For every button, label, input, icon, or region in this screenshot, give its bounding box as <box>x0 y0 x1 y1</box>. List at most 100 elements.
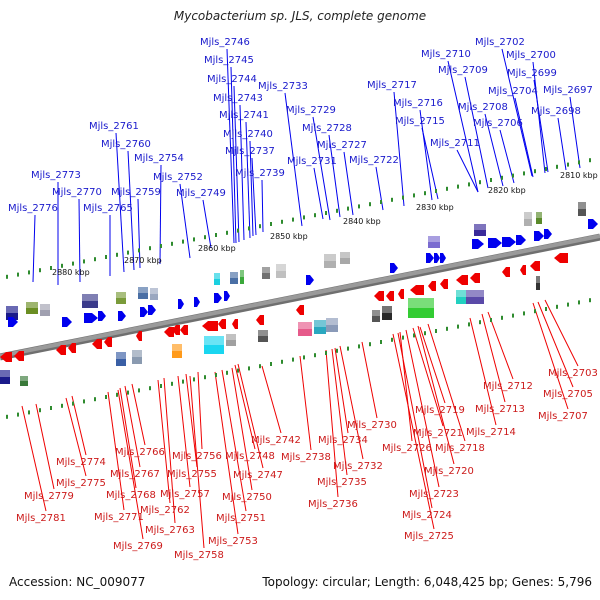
gene-label-top: Mjls_2729 <box>286 105 336 116</box>
gene-label-bottom: Mjls_2753 <box>208 536 258 547</box>
reverse-gene-arrow-8 <box>172 325 180 335</box>
feature-box-15 <box>474 224 486 236</box>
tick-bottom-13 <box>149 386 151 391</box>
feature-box-21 <box>116 352 126 366</box>
feature-box-3 <box>82 294 98 308</box>
feature-box-17 <box>536 212 542 224</box>
feature-box-0 <box>6 306 18 320</box>
reverse-gene-arrow-4 <box>92 339 102 349</box>
gene-label-bottom: Mjls_2774 <box>56 457 106 468</box>
reverse-gene-arrow-17 <box>398 289 404 299</box>
feature-box-11 <box>276 264 286 278</box>
callout-top-22 <box>313 167 324 220</box>
gene-labels: Mjls_2776 Mjls_2773 Mjls_2770 Mjls_2765 Mjls… <box>8 37 598 561</box>
callout-top-9 <box>202 199 212 249</box>
gene-label-top: Mjls_2711 <box>430 138 480 149</box>
feature-box-sheen-15 <box>474 224 486 230</box>
forward-gene-arrow-8 <box>194 297 200 307</box>
feature-box-sheen-18 <box>578 202 586 209</box>
callout-bottom-19 <box>261 365 282 434</box>
ruler-label: 2880 kbp <box>52 268 90 277</box>
feature-box-19 <box>0 370 10 384</box>
tick-bottom-21 <box>237 368 239 373</box>
feature-box-28 <box>314 320 326 334</box>
genome-backbone <box>0 233 600 361</box>
gene-label-bottom: Mjls_2730 <box>347 420 397 431</box>
reverse-gene-arrow-7 <box>164 327 174 337</box>
tick-bottom-9 <box>105 395 107 399</box>
tick-bottom-10 <box>116 392 118 397</box>
callout-top-31 <box>499 129 515 184</box>
tick-bottom-26 <box>292 357 294 362</box>
tick-bottom-29 <box>325 351 327 355</box>
feature-box-sheen-16 <box>524 212 532 219</box>
ruler-labels: 2880 kbp 2870 kbp 2860 kbp 2850 kbp 2840 kbp… <box>52 171 598 277</box>
callout-bottom-32 <box>131 383 146 446</box>
forward-gene-arrow-15 <box>440 253 446 263</box>
tick-bottom-19 <box>215 373 217 377</box>
callout-top-24 <box>393 91 405 207</box>
tick-top-11 <box>127 250 129 255</box>
feature-box-16 <box>524 212 532 226</box>
tick-top-1 <box>17 272 19 277</box>
callout-bottom-14 <box>361 341 378 419</box>
forward-gene-arrow-10 <box>224 291 230 301</box>
reverse-gene-arrow-9 <box>180 325 188 335</box>
feature-box-4 <box>116 292 126 304</box>
reverse-gene-arrow-1 <box>14 351 24 361</box>
forward-gene-arrow-2 <box>84 313 98 323</box>
forward-gene-arrow-21 <box>544 229 552 239</box>
callout-top-29 <box>456 149 479 193</box>
tick-top-21 <box>237 228 239 233</box>
tick-top-29 <box>325 211 327 215</box>
tick-bottom-42 <box>468 322 470 327</box>
callout-top-16 <box>251 157 257 236</box>
callout-top-5 <box>127 150 135 271</box>
gene-arrows <box>0 219 598 362</box>
feature-box-sheen-13 <box>340 252 350 258</box>
callout-top-37 <box>557 117 567 171</box>
gene-label-top: Mjls_2770 <box>52 187 102 198</box>
feature-box-sheen-9 <box>240 270 244 277</box>
tick-top-42 <box>468 182 470 187</box>
reverse-gene-arrow-13 <box>256 315 264 325</box>
feature-box-12 <box>324 254 336 268</box>
gene-label-bottom: Mjls_2771 <box>94 512 144 523</box>
feature-box-sheen-26 <box>258 330 268 336</box>
gene-label-bottom: Mjls_2742 <box>251 435 301 446</box>
tick-bottom-51 <box>567 302 569 307</box>
tick-bottom-33 <box>369 342 371 347</box>
gene-label-top: Mjls_2717 <box>367 80 417 91</box>
tick-bottom-39 <box>435 329 437 333</box>
tick-top-10 <box>116 252 118 257</box>
forward-gene-arrow-11 <box>306 275 314 285</box>
tick-bottom-17 <box>193 377 195 382</box>
reverse-gene-arrow-15 <box>374 291 384 301</box>
feature-box-sheen-4 <box>116 292 126 298</box>
reverse-gene-arrow-19 <box>428 281 436 291</box>
tick-top-12 <box>138 248 140 253</box>
gene-label-bottom: Mjls_2720 <box>424 466 474 477</box>
callout-top-30 <box>484 113 504 187</box>
gene-label-top: Mjls_2716 <box>393 98 443 109</box>
feature-box-sheen-25 <box>226 334 236 340</box>
reverse-gene-arrow-2 <box>56 345 66 355</box>
forward-gene-arrow-1 <box>62 317 72 327</box>
tick-top-35 <box>391 197 393 202</box>
feature-box-sheen-6 <box>150 288 158 294</box>
gene-label-bottom: Mjls_2718 <box>435 443 485 454</box>
callout-top-8 <box>179 183 191 259</box>
tick-top-15 <box>171 241 173 246</box>
reverse-gene-arrow-3 <box>68 343 76 353</box>
ruler-label: 2820 kbp <box>488 186 526 195</box>
callout-bottom-25 <box>214 371 239 535</box>
feature-box-sheen-11 <box>276 264 286 271</box>
tick-bottom-7 <box>83 399 85 404</box>
tick-bottom-11 <box>127 390 129 395</box>
gene-label-top: Mjls_2752 <box>153 172 203 183</box>
tick-top-22 <box>248 226 250 231</box>
gene-label-bottom: Mjls_2703 <box>548 368 598 379</box>
tick-bottom-27 <box>303 355 305 360</box>
callout-top-2 <box>78 198 81 283</box>
callout-bottom-40 <box>21 405 47 512</box>
